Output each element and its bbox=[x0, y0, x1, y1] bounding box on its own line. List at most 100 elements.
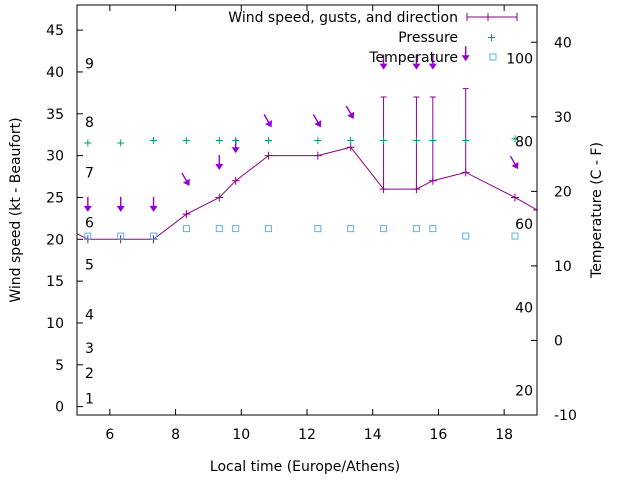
wind-speed-point bbox=[215, 193, 224, 202]
beaufort-label: 6 bbox=[85, 216, 94, 232]
wind-speed-line bbox=[77, 146, 537, 240]
beaufort-label: 7 bbox=[85, 165, 94, 181]
wind-speed-point bbox=[182, 210, 191, 219]
x-tick-label: 8 bbox=[171, 427, 180, 443]
x-axis-label: Local time (Europe/Athens) bbox=[210, 459, 400, 475]
fahrenheit-label: 80 bbox=[515, 134, 533, 150]
pressure-marker bbox=[511, 135, 519, 143]
y-right-tick-label: 20 bbox=[554, 184, 572, 200]
x-tick-label: 12 bbox=[298, 427, 316, 443]
beaufort-label: 9 bbox=[85, 57, 94, 73]
y-left-tick-label: 40 bbox=[46, 65, 64, 81]
temperature-marker bbox=[314, 225, 322, 233]
pressure-marker bbox=[462, 137, 470, 145]
wind-speed-point bbox=[313, 151, 322, 160]
legend-wind-point bbox=[484, 13, 492, 21]
y-left-tick-label: 30 bbox=[46, 149, 64, 165]
beaufort-label: 2 bbox=[85, 366, 94, 382]
series-layer bbox=[67, 46, 537, 244]
legend-wind-label: Wind speed, gusts, and direction bbox=[228, 10, 458, 26]
fahrenheit-label: 100 bbox=[506, 52, 533, 68]
beaufort-label: 5 bbox=[85, 257, 94, 273]
wind-direction-arrow bbox=[83, 196, 92, 212]
y-right-tick-label: 0 bbox=[554, 333, 563, 349]
y-right-tick-label: 10 bbox=[554, 259, 572, 275]
y-axis-left-label: Wind speed (kt - Beaufort) bbox=[8, 117, 24, 302]
pressure-marker bbox=[429, 137, 437, 145]
x-tick-label: 6 bbox=[105, 427, 114, 443]
fahrenheit-label: 20 bbox=[515, 383, 533, 399]
beaufort-label: 8 bbox=[85, 115, 94, 131]
temperature-marker bbox=[182, 225, 190, 233]
legend: Wind speed, gusts, and direction Pressur… bbox=[228, 10, 518, 66]
wind-direction-arrow bbox=[116, 196, 125, 212]
y-left-tick-label: 10 bbox=[46, 316, 64, 332]
x-tick-label: 16 bbox=[430, 427, 448, 443]
wind-direction-arrow bbox=[149, 196, 158, 212]
y-right-tick-label: 30 bbox=[554, 110, 572, 126]
pressure-marker bbox=[182, 137, 190, 145]
pressure-marker bbox=[412, 137, 420, 145]
fahrenheit-label: 40 bbox=[515, 301, 533, 317]
x-tick-label: 10 bbox=[232, 427, 250, 443]
wind-direction-arrow bbox=[312, 113, 322, 128]
wind-speed-point bbox=[533, 206, 537, 214]
beaufort-label: 4 bbox=[85, 308, 94, 324]
wind-speed-point bbox=[67, 227, 75, 235]
wind-direction-arrow bbox=[379, 54, 388, 70]
y-right-tick-label: 40 bbox=[554, 35, 572, 51]
gust-bar bbox=[462, 88, 469, 173]
legend-temperature-swatch bbox=[489, 53, 497, 61]
wind-direction-arrow bbox=[412, 54, 421, 70]
wind-speed-point bbox=[264, 151, 273, 160]
temperature-marker bbox=[215, 225, 223, 233]
wind-direction-arrow bbox=[181, 172, 190, 186]
pressure-marker bbox=[117, 139, 125, 147]
temperature-marker bbox=[462, 232, 470, 240]
beaufort-label: 3 bbox=[85, 341, 94, 357]
y-left-tick-label: 20 bbox=[46, 232, 64, 248]
fahrenheit-label: 60 bbox=[515, 217, 533, 233]
pressure-marker bbox=[265, 137, 273, 145]
temperature-marker bbox=[347, 225, 355, 233]
wind-speed-point bbox=[346, 143, 355, 152]
pressure-marker bbox=[84, 139, 92, 147]
temperature-marker bbox=[380, 225, 388, 233]
wind-speed-point bbox=[231, 176, 240, 185]
wind-direction-arrow bbox=[461, 46, 470, 62]
temperature-marker bbox=[84, 232, 92, 240]
pressure-marker bbox=[150, 137, 158, 145]
temperature-marker bbox=[150, 232, 158, 240]
y-left-tick-label: 0 bbox=[55, 400, 64, 416]
y-left-tick-label: 5 bbox=[55, 358, 64, 374]
x-tick-label: 14 bbox=[364, 427, 382, 443]
legend-pressure-plus bbox=[488, 34, 495, 41]
beaufort-label: 1 bbox=[85, 391, 94, 407]
temperature-marker bbox=[232, 225, 240, 233]
legend-pressure-swatch bbox=[488, 34, 495, 41]
pressure-marker bbox=[314, 137, 322, 145]
y-axis-right-label: Temperature (C - F) bbox=[589, 142, 605, 279]
wind-direction-arrow bbox=[509, 155, 519, 170]
legend-temperature-label: Temperature bbox=[368, 50, 458, 66]
pressure-marker bbox=[232, 137, 240, 145]
plot-area bbox=[77, 5, 537, 416]
y-left-tick-label: 45 bbox=[46, 23, 64, 39]
wind-direction-arrow bbox=[345, 105, 355, 119]
wind-direction-arrow bbox=[215, 154, 224, 170]
temperature-marker bbox=[412, 225, 420, 233]
label-layer: 6 8 10 12 14 16 18051015202530354045-100102030… bbox=[46, 23, 577, 443]
temperature-marker bbox=[117, 232, 125, 240]
y-left-tick-label: 15 bbox=[46, 274, 64, 290]
y-left-tick-label: 25 bbox=[46, 190, 64, 206]
wind-direction-arrow bbox=[263, 113, 273, 128]
temperature-marker bbox=[429, 225, 437, 233]
plot-frame bbox=[76, 4, 538, 416]
wind-speed-point bbox=[510, 193, 519, 202]
wind-direction-arrow bbox=[428, 54, 437, 70]
pressure-marker bbox=[347, 137, 355, 145]
legend-pressure-label: Pressure bbox=[398, 30, 458, 46]
temperature-marker bbox=[265, 225, 273, 233]
y-left-tick-label: 35 bbox=[46, 107, 64, 123]
